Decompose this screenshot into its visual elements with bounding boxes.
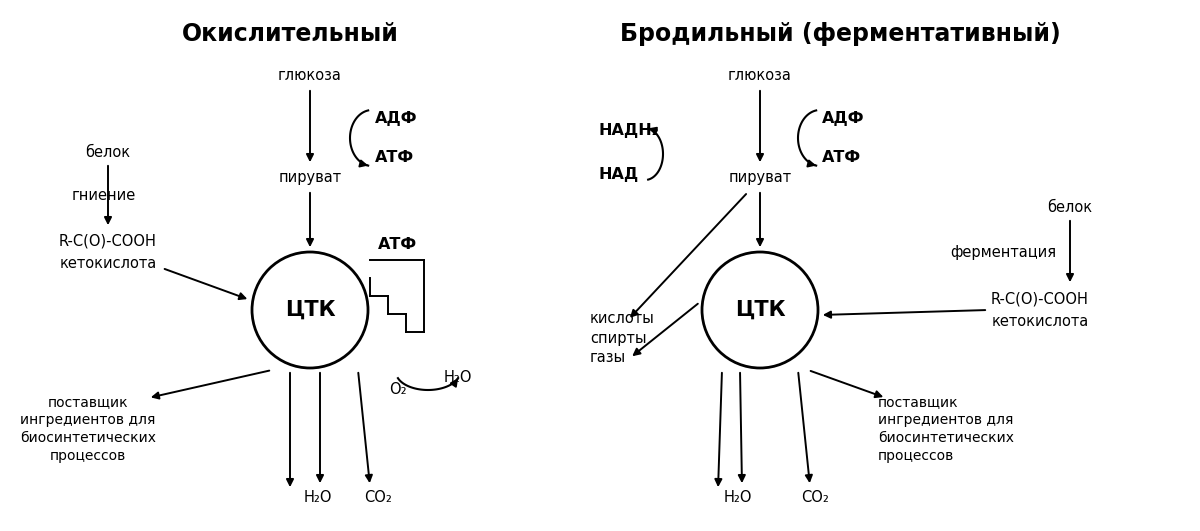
Text: H₂O: H₂O <box>304 490 332 505</box>
Text: R-C(O)-СООН: R-C(O)-СООН <box>991 292 1088 307</box>
Text: АДФ: АДФ <box>374 110 418 125</box>
Text: Окислительный: Окислительный <box>181 22 398 46</box>
Text: Бродильный (ферментативный): Бродильный (ферментативный) <box>619 22 1061 46</box>
Text: АТФ: АТФ <box>822 150 862 166</box>
Text: АТФ: АТФ <box>378 237 416 252</box>
Text: поставщик
ингредиентов для
биосинтетических
процессов: поставщик ингредиентов для биосинтетичес… <box>20 395 156 463</box>
Text: CO₂: CO₂ <box>802 490 829 505</box>
Text: пируват: пируват <box>728 170 792 185</box>
Text: гниение: гниение <box>72 189 137 203</box>
Text: НАД: НАД <box>598 167 638 183</box>
Text: белок: белок <box>1048 200 1092 215</box>
Text: НАДН₂: НАДН₂ <box>598 123 659 138</box>
Ellipse shape <box>702 252 818 368</box>
Text: H₂O: H₂O <box>444 370 473 385</box>
Text: АТФ: АТФ <box>374 150 414 166</box>
Text: R-C(O)-СООН: R-C(O)-СООН <box>59 234 157 249</box>
Text: кетокислота: кетокислота <box>59 256 157 271</box>
Text: ЦТК: ЦТК <box>284 300 335 320</box>
Text: белок: белок <box>85 145 131 160</box>
Ellipse shape <box>252 252 368 368</box>
Text: пируват: пируват <box>278 170 342 185</box>
Text: АДФ: АДФ <box>822 110 864 125</box>
Text: глюкоза: глюкоза <box>728 68 792 83</box>
Text: ЦТК: ЦТК <box>734 300 785 320</box>
Text: H₂O: H₂O <box>724 490 752 505</box>
Text: ферментация: ферментация <box>950 245 1056 261</box>
Text: кислоты
спирты
газы: кислоты спирты газы <box>590 311 655 365</box>
Text: O₂: O₂ <box>389 382 407 397</box>
Text: CO₂: CO₂ <box>364 490 392 505</box>
Text: глюкоза: глюкоза <box>278 68 342 83</box>
Text: кетокислота: кетокислота <box>991 314 1088 329</box>
Text: поставщик
ингредиентов для
биосинтетических
процессов: поставщик ингредиентов для биосинтетичес… <box>878 395 1014 463</box>
